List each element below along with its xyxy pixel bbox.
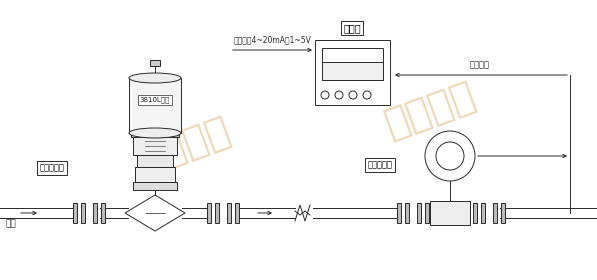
Bar <box>425 203 429 223</box>
Bar <box>405 203 409 223</box>
Bar <box>501 203 505 223</box>
Bar <box>315 40 390 105</box>
Bar <box>473 203 477 223</box>
Polygon shape <box>125 195 185 231</box>
Bar <box>430 201 470 225</box>
Text: 泵工阀门: 泵工阀门 <box>134 111 235 179</box>
Text: 泵工阀门: 泵工阀门 <box>380 76 481 144</box>
Bar <box>150 60 160 66</box>
Bar <box>129 78 181 133</box>
Circle shape <box>425 131 475 181</box>
Text: 调节仪: 调节仪 <box>343 23 361 33</box>
Ellipse shape <box>129 128 181 138</box>
Bar <box>481 203 485 223</box>
Bar <box>397 203 401 223</box>
Text: 电动调节阀: 电动调节阀 <box>39 164 64 172</box>
Bar <box>93 203 97 223</box>
Bar <box>417 203 421 223</box>
Bar <box>137 155 173 167</box>
Text: 输入信号4~20mA或1~5V: 输入信号4~20mA或1~5V <box>233 35 312 44</box>
Bar <box>131 133 179 137</box>
Text: 3810L系列: 3810L系列 <box>140 97 170 103</box>
Bar <box>227 203 231 223</box>
Ellipse shape <box>129 73 181 83</box>
Bar <box>493 203 497 223</box>
Bar <box>81 203 85 223</box>
Circle shape <box>436 142 464 170</box>
Text: 介质: 介质 <box>5 220 16 228</box>
Bar <box>133 182 177 190</box>
Bar <box>101 203 105 223</box>
Bar <box>235 203 239 223</box>
Text: 电磁流量计: 电磁流量计 <box>368 160 392 169</box>
Bar <box>135 167 175 182</box>
Bar <box>73 203 77 223</box>
Text: 反馈信号: 反馈信号 <box>470 60 490 69</box>
Bar <box>207 203 211 223</box>
Bar <box>215 203 219 223</box>
Bar <box>322 62 383 80</box>
Bar <box>322 48 383 80</box>
Bar <box>133 137 177 155</box>
